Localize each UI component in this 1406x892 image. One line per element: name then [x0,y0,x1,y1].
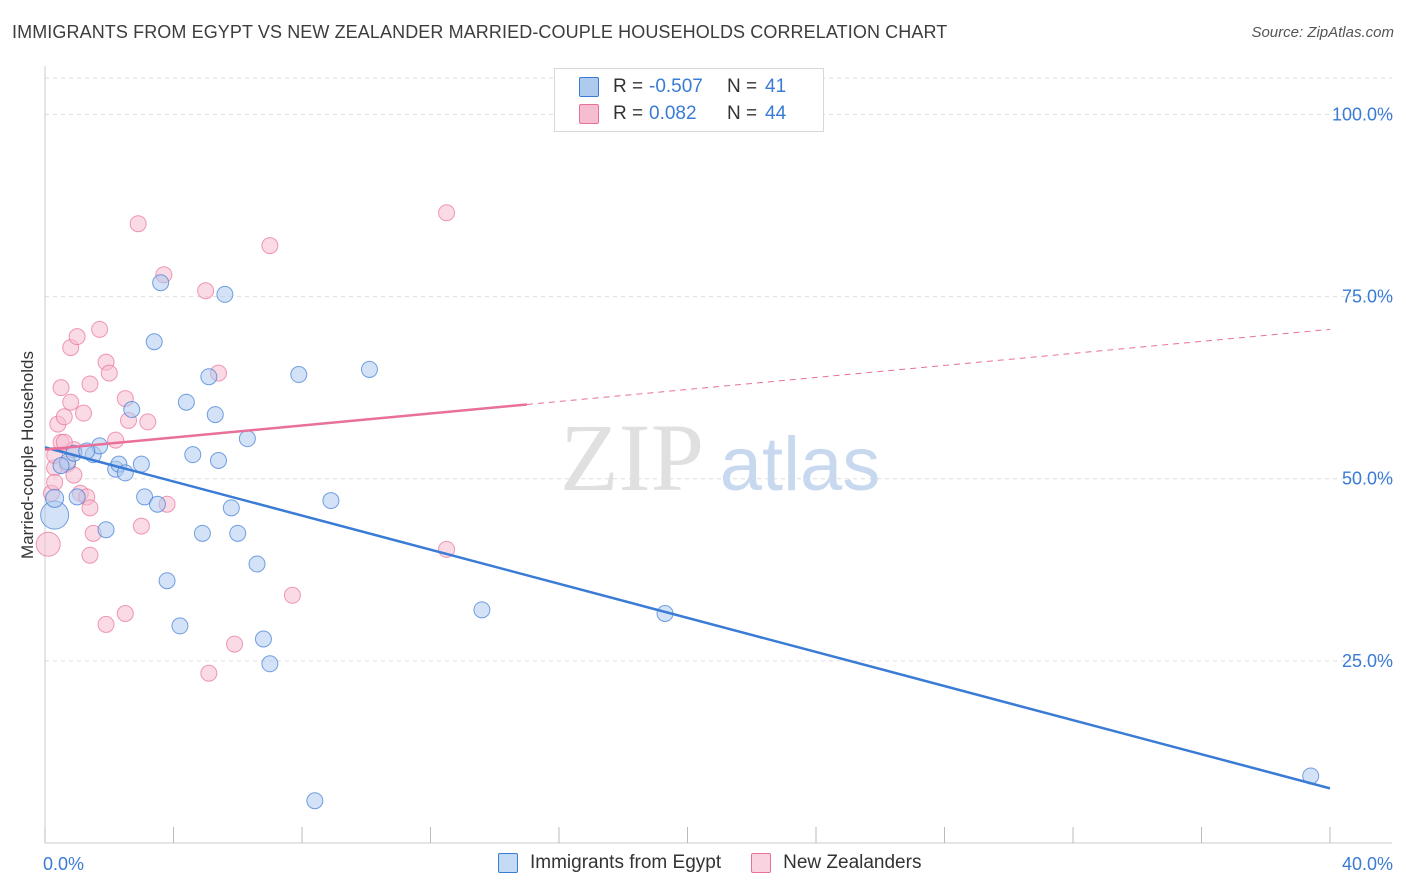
data-point [35,531,61,557]
data-point [145,333,163,351]
egypt-points [40,274,1320,810]
legend-r-label: R = [613,103,644,124]
data-point [68,488,86,506]
data-point [91,320,109,338]
data-point [254,630,272,648]
data-point [97,521,115,539]
data-point [132,455,150,473]
legend-n-label: N = [727,103,758,124]
data-point [238,430,256,448]
data-point [322,492,340,510]
legend-swatch-pink [579,104,599,124]
data-point [62,393,80,411]
legend-swatch-pink [751,853,772,873]
legend-item-nz[interactable]: New Zealanders [751,852,921,874]
x-tick-label: 40.0% [1342,854,1393,874]
data-point [46,473,64,491]
data-point [123,401,141,418]
data-point [193,524,211,542]
data-point [55,408,73,426]
trend-lines [44,328,1331,790]
legend-row-nz: R = 0.082 N = 44 [579,102,786,126]
data-point [100,364,118,382]
legend-n-label: N = [727,76,758,97]
data-point [81,499,99,517]
y-tick-label: 100.0% [1332,104,1393,124]
legend-label-nz: New Zealanders [783,852,922,873]
data-point [171,617,189,635]
data-point [206,406,224,424]
y-tick-label: 75.0% [1342,287,1393,307]
correlation-legend: R = -0.507 N = 41 R = 0.082 N = 44 [554,68,824,132]
data-point [306,792,324,810]
data-point [107,431,125,449]
legend-r-label: R = [613,76,644,97]
data-point [129,215,147,233]
tick-labels: 100.0% 75.0% 50.0% 25.0% 0.0% 40.0% [43,104,1393,874]
legend-n-value: 41 [765,76,787,97]
data-point [97,615,115,633]
data-point [438,204,456,222]
data-point [52,379,70,397]
grid-lines [45,77,1392,662]
axes [44,66,1392,844]
y-tick-label: 50.0% [1342,469,1393,489]
data-point [136,488,154,506]
data-point [197,282,215,300]
data-point [216,285,234,303]
data-point [283,586,301,604]
legend-swatch-blue [498,853,518,873]
data-point [209,452,227,469]
trend-line [44,446,1331,790]
data-point [360,360,378,378]
data-point [226,635,244,653]
data-point [52,457,70,475]
data-point [177,393,195,411]
x-tick-label: 0.0% [43,854,84,874]
series-legend: Immigrants from Egypt New Zealanders [498,852,951,874]
data-point [152,274,170,292]
data-point [139,413,157,431]
data-point [132,517,150,535]
legend-r-value: 0.082 [649,103,697,124]
y-tick-label: 25.0% [1342,651,1393,671]
data-point [81,546,99,564]
data-point [81,375,99,393]
data-point [261,655,279,673]
data-point [148,495,166,513]
legend-swatch-blue [579,77,599,97]
data-point [261,237,279,255]
chart-title: IMMIGRANTS FROM EGYPT VS NEW ZEALANDER M… [12,22,948,42]
data-point [473,601,491,619]
data-point [200,664,218,682]
data-point [68,328,86,346]
data-point [75,404,93,422]
trend-line-extension [526,328,1331,405]
data-point [222,499,240,517]
legend-item-egypt[interactable]: Immigrants from Egypt [498,852,721,874]
data-point [116,605,134,622]
legend-n-value: 44 [765,103,787,124]
watermark-atlas: atlas [720,422,881,507]
legend-r-value: -0.507 [649,76,703,97]
trend-line [44,403,527,451]
source-label: Source: ZipAtlas.com [1251,24,1394,41]
legend-label-egypt: Immigrants from Egypt [530,852,722,873]
data-point [229,524,247,542]
data-point [184,446,202,464]
data-point [45,488,65,508]
watermark: ZIP atlas [560,404,880,511]
data-point [290,366,308,384]
watermark-zip: ZIP [560,404,704,511]
data-point [200,368,218,386]
legend-row-egypt: R = -0.507 N = 41 [579,75,786,99]
data-point [248,555,266,573]
data-point [158,572,176,590]
